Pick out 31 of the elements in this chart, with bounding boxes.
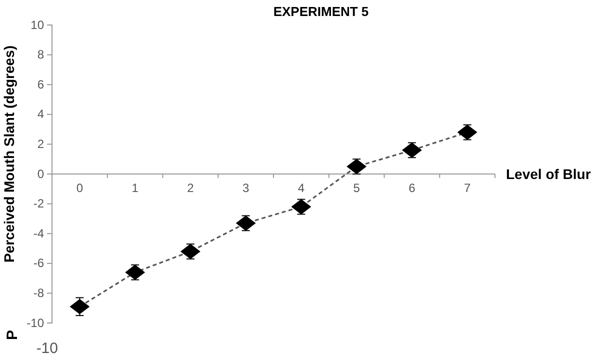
y-tick-label: 8 [37, 48, 44, 62]
x-tick-label: 2 [187, 181, 194, 195]
x-tick-label: 6 [408, 181, 416, 195]
x-tick-label: 5 [353, 181, 360, 195]
y-tick-label: -8 [33, 286, 44, 300]
x-tick-label: 1 [132, 181, 139, 195]
chart-title: EXPERIMENT 5 [273, 4, 369, 19]
point [125, 264, 146, 280]
y-tick-label: -6 [33, 256, 44, 270]
y-tick-label: -10 [26, 316, 44, 330]
y-tick-label: -4 [33, 226, 44, 240]
y-tick-label: 2 [37, 137, 44, 152]
text: P [4, 330, 21, 340]
y-tick-label: 0 [37, 166, 44, 181]
y-axis-title: Perceived Mouth Slant (degrees) [1, 45, 17, 263]
x-axis-title: Level of Blur [506, 166, 592, 182]
point [70, 298, 90, 314]
x-tick-label: 4 [298, 181, 305, 195]
point [402, 142, 422, 158]
x-tick-label: 7 [464, 181, 471, 195]
point [180, 244, 200, 260]
y-tick-label: 4 [37, 107, 44, 122]
point [457, 124, 478, 140]
point [236, 216, 256, 231]
point [291, 199, 312, 214]
x-tick-label: 0 [76, 181, 84, 195]
y-tick-label: 10 [30, 18, 44, 32]
y-tick-label: 6 [37, 77, 44, 92]
x-tick-label: 3 [242, 181, 250, 195]
y-tick-label: -2 [33, 196, 44, 211]
point [346, 158, 367, 174]
